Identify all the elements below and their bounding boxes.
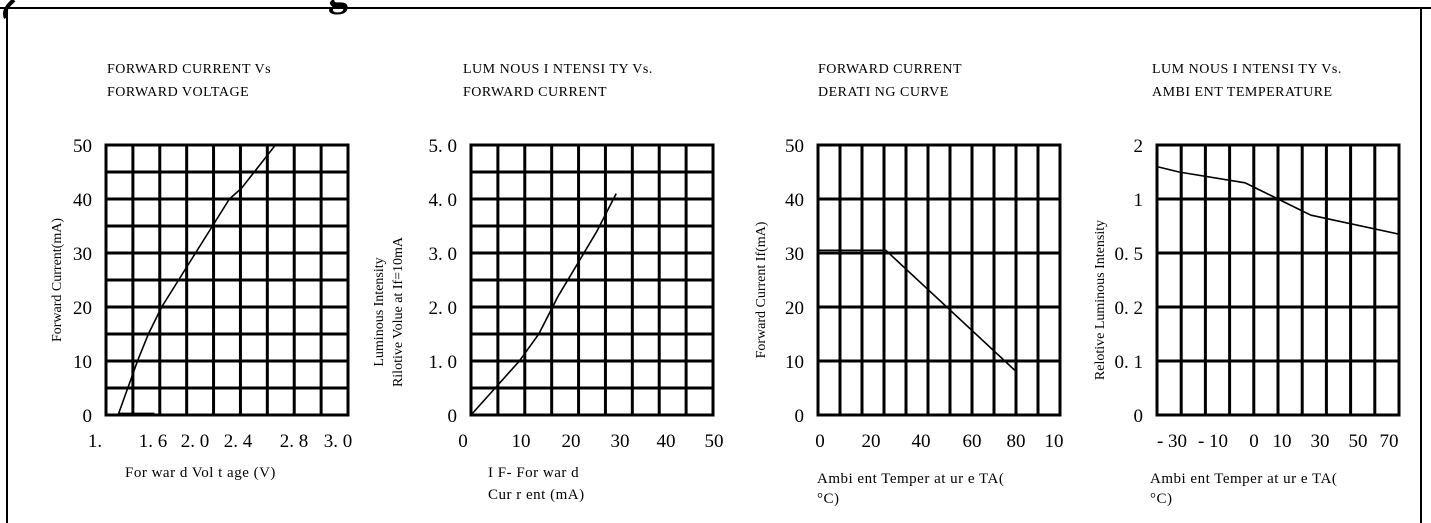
y-tick-label: 50 xyxy=(73,136,92,157)
chart-forward-current-vs-voltage: FORWARD CURRENT Vs FORWARD VOLTAGE 50 40 3… xyxy=(50,62,352,481)
chart1-x-ticks: 1. 1. 6 2. 0 2. 4 2. 8 3. 0 xyxy=(88,431,352,452)
x-tick-label: 10 xyxy=(1273,431,1292,452)
chart2-x-label-line2: Cur r ent (mA) xyxy=(488,487,585,503)
x-tick-label: 3. 0 xyxy=(324,431,353,452)
chart1-title-line2: FORWARD VOLTAGE xyxy=(107,85,249,100)
y-tick-label: 2. 0 xyxy=(429,298,458,319)
x-tick-label: 0 xyxy=(1249,431,1259,452)
x-tick-label: 1. xyxy=(88,431,102,452)
chart3-x-ticks: 0 20 40 60 80 10 xyxy=(815,431,1063,452)
chart1-grid xyxy=(104,143,350,417)
chart4-y-ticks: 2 1 0. 5 0. 2 0. 1 0 xyxy=(1115,136,1144,427)
chart4-series xyxy=(1156,165,1400,235)
x-tick-label: 40 xyxy=(657,431,676,452)
y-tick-label: 40 xyxy=(73,190,92,211)
chart1-title-line1: FORWARD CURRENT Vs xyxy=(107,62,271,77)
y-tick-label: 0. 1 xyxy=(1115,352,1144,373)
chart2-x-ticks: 0 10 20 30 40 50 xyxy=(458,431,723,452)
y-tick-label: 0 xyxy=(1134,406,1144,427)
chart-luminous-intensity-vs-temperature: LUM NOUS I NTENSI TY Vs. AMBI ENT TEMPER… xyxy=(1093,62,1401,507)
y-tick-label: 1. 0 xyxy=(429,352,458,373)
y-tick-label: 30 xyxy=(785,244,804,265)
y-tick-label: 10 xyxy=(73,352,92,373)
chart4-x-ticks: - 30 - 10 0 10 30 50 70 xyxy=(1157,431,1399,452)
y-tick-label: 2 xyxy=(1134,136,1144,157)
x-tick-label: 10 xyxy=(512,431,531,452)
chart3-title-line2: DERATI NG CURVE xyxy=(818,85,949,100)
chart3-grid xyxy=(816,143,1062,417)
plot-frame xyxy=(816,143,1062,417)
x-tick-label: 30 xyxy=(611,431,630,452)
y-tick-label: 40 xyxy=(785,190,804,211)
x-tick-label: 50 xyxy=(1349,431,1368,452)
x-tick-label: 50 xyxy=(705,431,724,452)
chart3-y-label: Forward Current If(mA) xyxy=(754,221,769,358)
y-tick-label: 20 xyxy=(785,298,804,319)
series-line xyxy=(470,193,617,416)
y-tick-label: 0. 5 xyxy=(1115,244,1144,265)
y-tick-label: 0. 2 xyxy=(1115,298,1144,319)
x-tick-label: 0 xyxy=(815,431,825,452)
y-tick-label: 0 xyxy=(448,406,458,427)
x-tick-label: 0 xyxy=(458,431,468,452)
chart2-y-ticks: 5. 0 4. 0 3. 0 2. 0 1. 0 0 xyxy=(429,136,458,427)
chart2-title-line2: FORWARD CURRENT xyxy=(463,85,607,100)
chart4-x-label-line2: °C) xyxy=(1150,491,1173,507)
chart3-title-line1: FORWARD CURRENT xyxy=(818,62,962,77)
chart3-x-label: Ambi ent Temper at ur e TA( xyxy=(817,471,1004,487)
y-tick-label: 0 xyxy=(795,406,805,427)
x-tick-label: 30 xyxy=(1311,431,1330,452)
x-tick-label: 60 xyxy=(963,431,982,452)
x-tick-label: - 30 xyxy=(1157,431,1187,452)
chart1-y-ticks: 50 40 30 20 10 0 xyxy=(73,136,92,427)
chart4-title-line1: LUM NOUS I NTENSI TY Vs. xyxy=(1152,62,1342,77)
chart4-grid xyxy=(1155,143,1401,417)
x-tick-label: 2. 0 xyxy=(181,431,210,452)
chart2-y-label-line2: Rilotive Volue at If=10mA xyxy=(391,236,406,387)
x-tick-label: 40 xyxy=(912,431,931,452)
y-tick-label: 10 xyxy=(785,352,804,373)
chart4-title-line2: AMBI ENT TEMPERATURE xyxy=(1152,85,1333,100)
chart3-series xyxy=(818,249,1018,415)
series-line xyxy=(117,144,277,416)
x-tick-label: 70 xyxy=(1380,431,1399,452)
y-tick-label: 3. 0 xyxy=(429,244,458,265)
series-line xyxy=(1156,165,1400,235)
chart1-x-label: For war d Vol t age (V) xyxy=(125,465,276,481)
chart2-y-label: Luminous Intensity xyxy=(372,257,387,366)
x-tick-label: 80 xyxy=(1007,431,1026,452)
chart4-y-label: Relotive Luminous Intensity xyxy=(1093,220,1108,380)
y-tick-label: 1 xyxy=(1134,190,1144,211)
chart2-x-label: I F- For war d xyxy=(488,465,579,481)
chart2-series xyxy=(470,193,617,416)
chart2-grid xyxy=(469,143,715,417)
y-tick-label: 0 xyxy=(83,406,93,427)
x-tick-label: 20 xyxy=(862,431,881,452)
x-tick-label: 20 xyxy=(562,431,581,452)
y-tick-label: 50 xyxy=(785,136,804,157)
chart1-y-label: Forward Current(mA) xyxy=(50,218,65,342)
x-tick-label: - 10 xyxy=(1198,431,1228,452)
y-tick-label: 20 xyxy=(73,298,92,319)
x-tick-label: 1. 6 xyxy=(139,431,168,452)
y-tick-label: 5. 0 xyxy=(429,136,458,157)
x-tick-label: 10 xyxy=(1045,431,1064,452)
x-tick-label: 2. 8 xyxy=(280,431,309,452)
chart-luminous-intensity-vs-current: LUM NOUS I NTENSI TY Vs. FORWARD CURRENT… xyxy=(372,62,724,503)
chart3-x-label-line2: °C) xyxy=(817,491,840,507)
x-tick-label: 2. 4 xyxy=(224,431,253,452)
chart4-x-label: Ambi ent Temper at ur e TA( xyxy=(1150,471,1337,487)
y-tick-label: 30 xyxy=(73,244,92,265)
chart1-series xyxy=(117,144,277,416)
y-tick-label: 4. 0 xyxy=(429,190,458,211)
chart2-title-line1: LUM NOUS I NTENSI TY Vs. xyxy=(463,62,653,77)
series-line xyxy=(818,249,1018,415)
chart3-y-ticks: 50 40 30 20 10 0 xyxy=(785,136,804,427)
chart-forward-current-derating: FORWARD CURRENT DERATI NG CURVE 50 40 30 20… xyxy=(754,62,1064,507)
